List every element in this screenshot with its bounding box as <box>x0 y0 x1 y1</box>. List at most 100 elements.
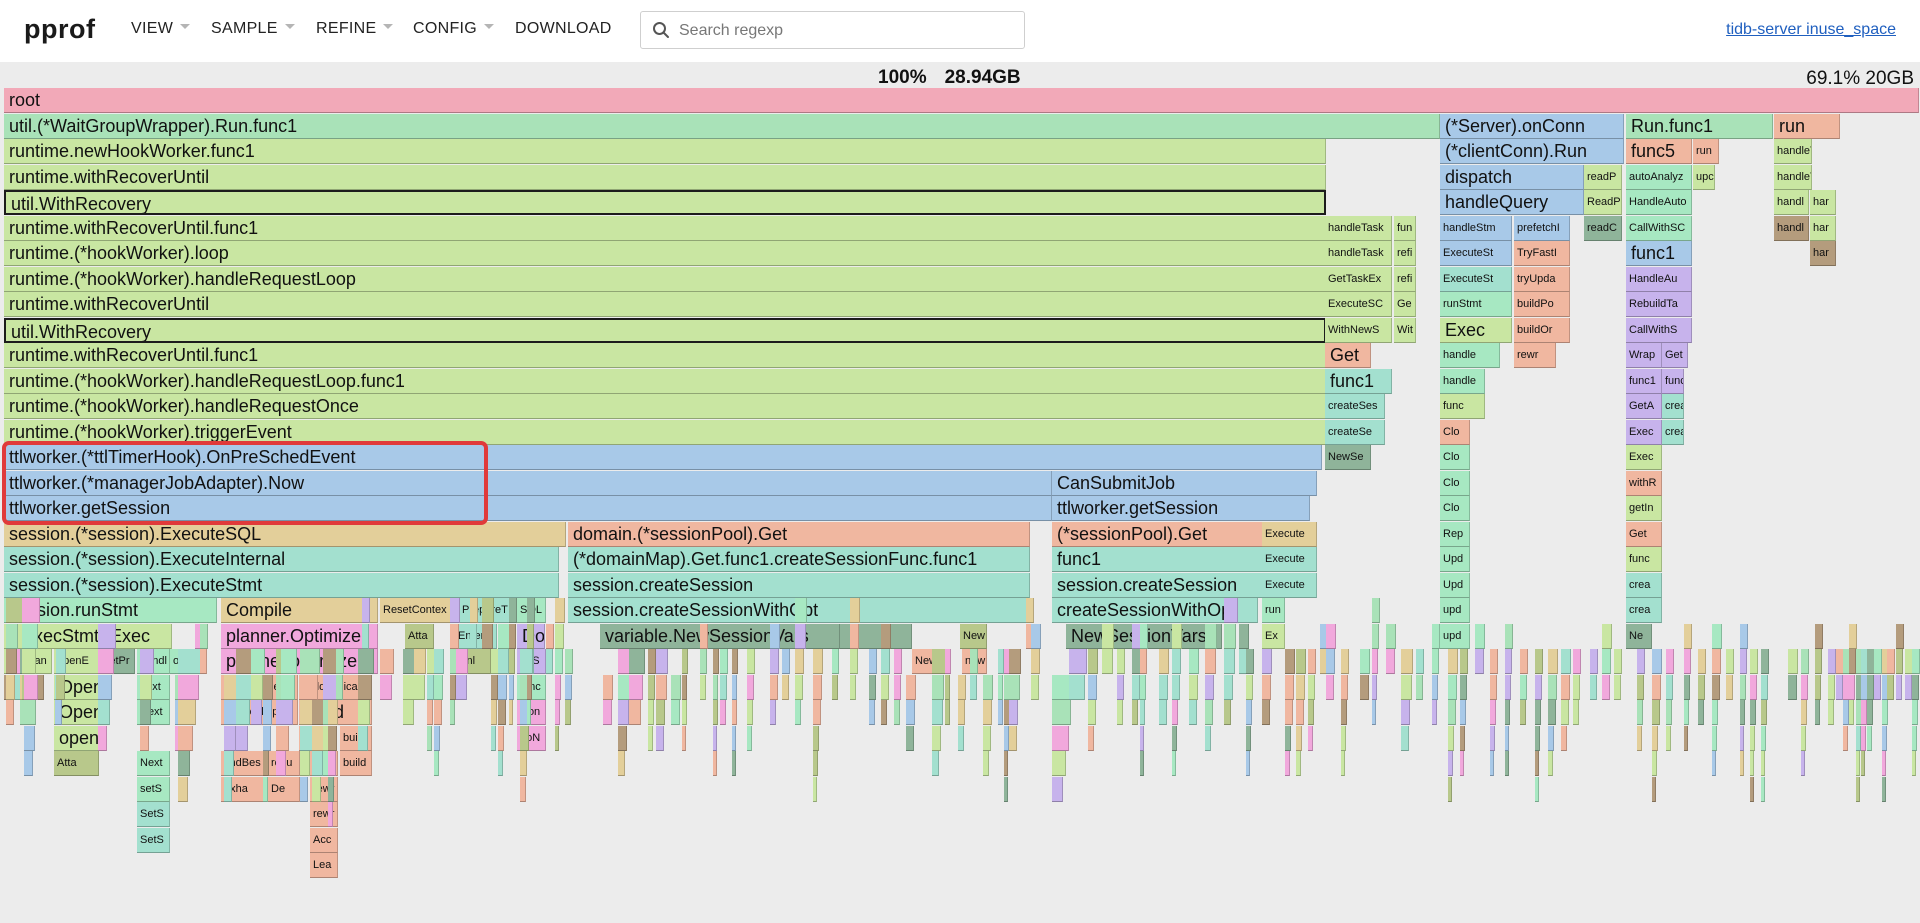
flame-frame-small[interactable] <box>1159 674 1168 700</box>
flame-frame[interactable]: Get <box>1662 343 1688 368</box>
flame-frame[interactable]: GetTaskEx <box>1325 266 1392 292</box>
flame-frame-small[interactable] <box>1386 623 1396 649</box>
view-menu[interactable]: VIEW <box>131 20 191 38</box>
flame-frame-small[interactable] <box>1326 623 1336 649</box>
flame-frame-small[interactable] <box>603 700 612 725</box>
flame-frame-small[interactable] <box>770 674 778 700</box>
flame-frame-small[interactable] <box>1535 700 1541 725</box>
flame-frame-small[interactable] <box>1069 649 1087 674</box>
flame-frame-small[interactable] <box>1602 649 1611 674</box>
flame-frame-small[interactable] <box>1666 725 1671 751</box>
flame-frame-small[interactable] <box>1140 674 1146 700</box>
flame-frame-small[interactable] <box>906 725 914 751</box>
flame-frame-small[interactable] <box>1684 700 1689 725</box>
flame-frame-small[interactable] <box>1761 725 1766 751</box>
flame-frame-small[interactable] <box>1341 751 1345 776</box>
flame-frame[interactable]: har <box>1810 190 1836 215</box>
flame-frame-small[interactable] <box>456 649 468 674</box>
flame-frame-small[interactable] <box>869 700 875 725</box>
flame-frame[interactable]: handl <box>1774 190 1809 215</box>
flame-frame-small[interactable] <box>1761 776 1765 802</box>
flame-frame-small[interactable] <box>546 623 554 649</box>
flame-frame-small[interactable] <box>509 623 516 649</box>
flame-frame[interactable]: buildPo <box>1514 292 1570 317</box>
flame-frame[interactable]: session.(*session).ExecuteSQL <box>4 521 566 547</box>
flame-frame-small[interactable] <box>1341 674 1348 700</box>
flame-frame-small[interactable] <box>813 700 821 725</box>
flame-frame-small[interactable] <box>656 725 664 751</box>
flame-frame-small[interactable] <box>1602 674 1610 700</box>
flame-frame-small[interactable] <box>1088 700 1096 725</box>
flame-frame-small[interactable] <box>1401 700 1410 725</box>
flame-frame[interactable]: refi <box>1394 266 1416 292</box>
flame-frame[interactable]: ReadP <box>1584 190 1622 215</box>
flame-frame-small[interactable] <box>328 700 338 725</box>
flame-frame-small[interactable] <box>1224 649 1235 674</box>
flame-frame-small[interactable] <box>1652 776 1656 802</box>
flame-frame-small[interactable] <box>1004 725 1009 751</box>
flame-frame-small[interactable] <box>520 751 527 776</box>
flame-frame-small[interactable] <box>527 674 532 700</box>
flame-frame-small[interactable] <box>56 649 66 674</box>
flame-frame-small[interactable] <box>178 674 199 700</box>
flame-frame[interactable]: handleTask <box>1325 215 1392 241</box>
flame-frame-small[interactable] <box>700 649 707 674</box>
flame-frame-small[interactable] <box>832 623 840 649</box>
flame-frame[interactable]: planner.Optimize <box>221 623 378 649</box>
flame-frame-small[interactable] <box>1475 649 1484 674</box>
flame-frame-small[interactable] <box>1740 623 1748 649</box>
flame-frame-small[interactable] <box>906 700 915 725</box>
flame-frame-small[interactable] <box>1205 725 1211 751</box>
flame-frame-small[interactable] <box>1205 623 1217 649</box>
flame-frame-small[interactable] <box>1117 700 1123 725</box>
flame-frame-small[interactable] <box>1896 674 1902 700</box>
flame-frame-small[interactable] <box>358 725 368 751</box>
flame-frame-small[interactable] <box>1117 649 1125 674</box>
flame-frame-small[interactable] <box>140 674 152 700</box>
flame-frame-small[interactable] <box>1372 700 1376 725</box>
flame-frame[interactable]: createSessionWithOpt <box>1052 598 1258 623</box>
flame-frame[interactable]: session.createSession <box>568 572 1030 598</box>
flame-frame-small[interactable] <box>1801 700 1807 725</box>
flame-frame-small[interactable] <box>251 649 265 674</box>
flame-frame-small[interactable] <box>958 725 964 751</box>
flame-frame-small[interactable] <box>1448 674 1457 700</box>
flame-frame-small[interactable] <box>1239 623 1249 649</box>
flame-frame-small[interactable] <box>1788 674 1797 700</box>
flame-frame-small[interactable] <box>6 649 17 674</box>
flame-frame-small[interactable] <box>1326 674 1334 700</box>
flame-frame-small[interactable] <box>1801 725 1806 751</box>
flame-frame-small[interactable] <box>732 751 736 776</box>
flame-frame-small[interactable] <box>813 751 818 776</box>
flame-frame[interactable]: Wrap <box>1626 343 1662 368</box>
flame-frame-small[interactable] <box>983 674 993 700</box>
flame-frame-small[interactable] <box>1102 623 1114 649</box>
flame-frame-small[interactable] <box>1828 700 1834 725</box>
flame-frame-small[interactable] <box>55 700 62 725</box>
flame-frame-small[interactable] <box>1448 725 1454 751</box>
flame-frame-small[interactable] <box>1490 700 1496 725</box>
flame-frame-small[interactable] <box>1172 623 1182 649</box>
flame-frame-small[interactable] <box>336 674 343 700</box>
flame-frame-small[interactable] <box>881 700 887 725</box>
flame-frame-small[interactable] <box>236 700 250 725</box>
flame-frame-small[interactable] <box>236 725 248 751</box>
flame-frame-small[interactable] <box>456 674 467 700</box>
flame-frame-small[interactable] <box>1602 623 1612 649</box>
flame-frame-small[interactable] <box>178 776 188 802</box>
flame-frame[interactable]: ttlworker.(*managerJobAdapter).Now <box>4 470 1052 496</box>
flame-frame-small[interactable] <box>98 649 114 674</box>
download-menu[interactable]: DOWNLOAD <box>515 20 612 38</box>
flame-frame[interactable]: run <box>1774 113 1840 139</box>
flame-frame-small[interactable] <box>1132 700 1138 725</box>
flame-frame-small[interactable] <box>555 598 565 623</box>
flame-frame-small[interactable] <box>1490 725 1495 751</box>
flame-frame-small[interactable] <box>427 725 432 751</box>
flame-frame-small[interactable] <box>629 674 643 700</box>
flame-frame-small[interactable] <box>1849 700 1854 725</box>
flame-frame-small[interactable] <box>434 649 444 674</box>
flame-frame-small[interactable] <box>1788 649 1798 674</box>
flame-frame-small[interactable] <box>732 649 738 674</box>
flame-frame-small[interactable] <box>881 649 890 674</box>
flame-frame-small[interactable] <box>1652 649 1662 674</box>
